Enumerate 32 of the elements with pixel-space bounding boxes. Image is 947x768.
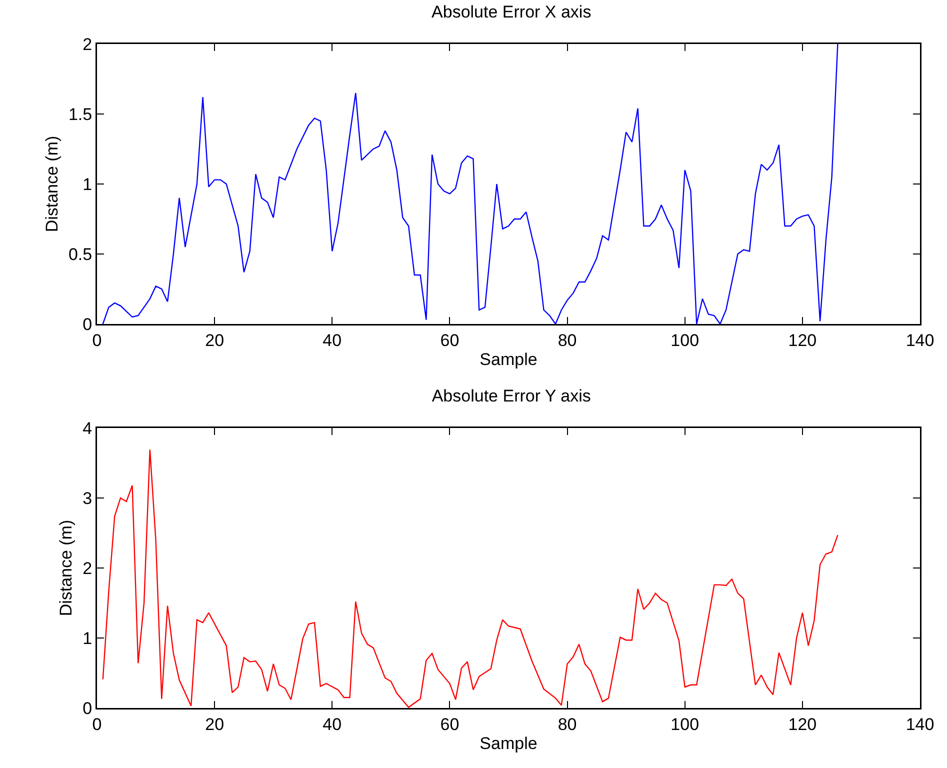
line-series [102,449,838,708]
y-axis-title: Distance (m) [42,136,62,232]
y-tick-label: 1.5 [68,104,92,124]
x-tick-label: 100 [670,714,700,734]
y-tick-label: 1 [82,628,92,648]
y-tick-label: 2 [82,34,92,54]
x-tick-label: 80 [558,330,577,350]
line-series [102,44,838,324]
x-tick-label: 60 [440,714,460,734]
y-tick-label: 0 [82,698,92,718]
y-tick-label: 4 [82,418,92,438]
x-axis-title: Sample [480,734,538,754]
x-tick-label: 80 [558,714,577,734]
x-tick-label: 40 [322,330,342,350]
x-axis-title: Sample [480,350,538,370]
x-tick-label: 20 [205,330,224,350]
y-tick-label: 2 [82,558,92,578]
x-tick-label: 40 [322,714,342,734]
x-tick-label: 120 [788,714,817,734]
x-tick-label: 120 [788,330,817,350]
y-tick-label: 0.5 [68,244,92,264]
x-tick-label: 100 [670,330,700,350]
x-tick-label: 20 [205,714,224,734]
chart-title: Absolute Error X axis [432,2,592,22]
y-tick-label: 3 [82,488,92,508]
x-tick-label: 140 [906,714,934,734]
y-tick-label: 0 [82,314,92,334]
y-axis-title: Distance (m) [56,520,76,616]
chart-title: Absolute Error Y axis [432,386,591,406]
x-tick-label: 140 [906,330,934,350]
y-tick-label: 1 [82,174,92,194]
x-tick-label: 60 [440,330,460,350]
